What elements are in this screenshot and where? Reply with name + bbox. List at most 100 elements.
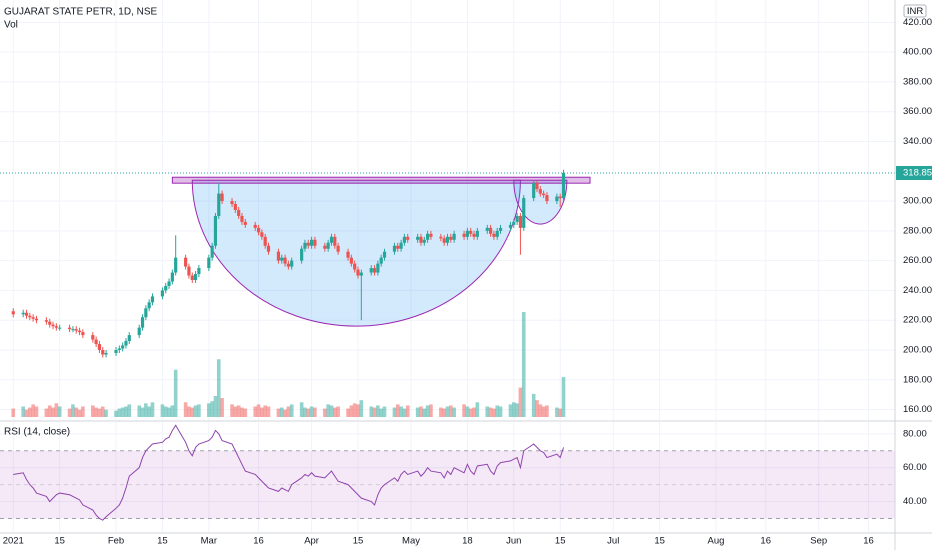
volume-bar xyxy=(279,407,284,417)
volume-bar xyxy=(47,405,52,417)
volume-bar xyxy=(160,404,165,417)
volume-bar xyxy=(329,405,334,417)
y-tick-label: 300.00 xyxy=(903,196,932,207)
volume-bar xyxy=(97,408,102,417)
last-price-label: 318.85 xyxy=(903,168,932,179)
candle-body xyxy=(399,242,403,249)
candle-body xyxy=(555,196,559,202)
volume-bar xyxy=(535,400,539,417)
volume-bar xyxy=(382,406,387,417)
candle-body xyxy=(81,332,85,336)
candle-body xyxy=(445,236,450,243)
volume-bar xyxy=(359,400,364,417)
candle-body xyxy=(91,335,95,340)
candle-body xyxy=(429,233,433,237)
volume-bar xyxy=(468,408,473,417)
candle-body xyxy=(28,315,32,318)
y-tick-label: 360.00 xyxy=(903,106,932,117)
candle-body xyxy=(54,326,58,328)
candle-body xyxy=(233,204,237,210)
volume-bar xyxy=(475,402,480,417)
volume-bar xyxy=(216,359,221,417)
candle-body xyxy=(353,263,357,270)
candle-body xyxy=(426,233,430,240)
volume-bar xyxy=(511,402,516,417)
candle-body xyxy=(369,268,373,273)
rsi-label: RSI (14, close) xyxy=(4,427,70,438)
volume-bar xyxy=(336,406,340,417)
rsi-tick-label: 40.00 xyxy=(903,496,927,507)
volume-bar xyxy=(71,404,75,417)
volume-bar xyxy=(233,406,238,417)
candle-body xyxy=(402,236,407,243)
candle-body xyxy=(164,285,168,291)
candle-body xyxy=(561,172,566,199)
volume-bar xyxy=(213,396,218,417)
candle-body xyxy=(406,236,410,240)
volume-bar xyxy=(24,409,29,417)
volume-bar xyxy=(260,407,264,417)
volume-bar xyxy=(11,408,16,417)
volume-bar xyxy=(91,405,95,417)
candle-body xyxy=(280,257,284,261)
candle-body xyxy=(303,242,307,249)
volume-bar xyxy=(558,408,563,417)
volume-bar xyxy=(120,407,125,417)
volume-bar xyxy=(425,405,430,417)
rsi-band xyxy=(0,450,895,519)
y-tick-label: 260.00 xyxy=(903,255,932,266)
candle-body xyxy=(290,260,294,267)
candle-body xyxy=(333,236,337,246)
candle-body xyxy=(469,230,473,234)
candle-body xyxy=(522,198,526,228)
volume-bar xyxy=(44,408,49,417)
volume-bar xyxy=(147,406,151,417)
currency: INR xyxy=(907,6,924,17)
volume-bar xyxy=(144,403,148,417)
volume-bar xyxy=(114,410,118,417)
y-tick-label: 240.00 xyxy=(903,285,932,296)
volume-bar xyxy=(193,405,198,417)
candle-body xyxy=(392,245,397,252)
volume-bar xyxy=(100,406,105,417)
rsi-tick-label: 80.00 xyxy=(903,428,927,439)
volume-bar xyxy=(57,406,62,417)
y-tick-label: 380.00 xyxy=(903,76,932,87)
candle-body xyxy=(495,230,499,237)
candle-body xyxy=(475,230,479,237)
volume-bar xyxy=(276,408,281,417)
candle-body xyxy=(300,248,304,261)
volume-bar xyxy=(299,402,304,417)
volume-bar xyxy=(495,405,500,417)
volume-bar xyxy=(449,405,453,417)
volume-bar xyxy=(34,406,39,417)
volume-bar xyxy=(515,403,519,417)
candle-body xyxy=(150,296,155,303)
candle-body xyxy=(336,245,340,252)
candle-body xyxy=(462,233,466,237)
x-tick-label: 16 xyxy=(253,536,264,547)
volume-bar xyxy=(422,408,427,417)
volume-bar xyxy=(283,409,287,417)
volume-bar xyxy=(207,403,211,417)
x-tick-label: Jul xyxy=(607,536,619,547)
volume-bar xyxy=(356,404,360,417)
candle-body xyxy=(492,233,496,237)
candle-body xyxy=(104,352,108,355)
y-tick-label: 400.00 xyxy=(903,47,932,58)
volume-bar xyxy=(462,404,466,417)
volume-bar xyxy=(561,377,566,417)
candle-body xyxy=(283,257,287,264)
candle-body xyxy=(240,215,244,222)
candle-body xyxy=(197,268,201,275)
y-tick-label: 160.00 xyxy=(903,404,932,415)
candle-body xyxy=(309,239,314,246)
volume-bar xyxy=(555,407,559,417)
volume-bar xyxy=(286,406,291,417)
volume-bar xyxy=(210,401,214,417)
volume-bar xyxy=(104,409,108,417)
candle-body xyxy=(286,263,290,267)
volume-bar xyxy=(531,393,536,417)
x-tick-label: 15 xyxy=(54,536,65,547)
